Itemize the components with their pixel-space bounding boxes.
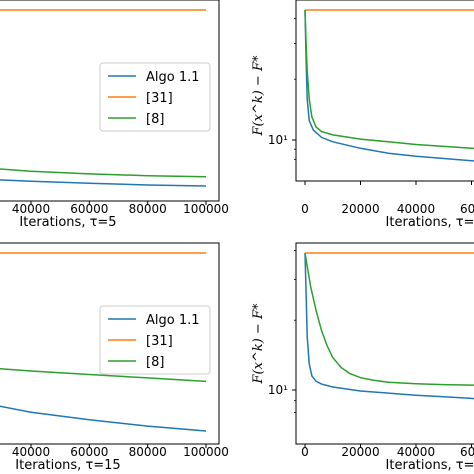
series-line-algo — [0, 179, 207, 187]
x-tick-label: 20000 — [341, 202, 379, 216]
y-tick-label: 10¹ — [268, 383, 288, 397]
legend-label: [8] — [146, 112, 164, 127]
x-axis-label: Iterations, τ= — [386, 215, 474, 230]
legend: Algo 1.1 [31] [8] — [99, 305, 211, 375]
y-axis-label: F(x^k) − F* — [251, 303, 266, 384]
series-line-ref8 — [0, 168, 207, 178]
axes-frame — [0, 242, 220, 445]
axes-frame — [0, 0, 220, 202]
x-tick-label: 100000 — [183, 202, 229, 216]
legend-box — [99, 305, 211, 375]
legend-label: [8] — [146, 355, 164, 370]
series-line-ref8 — [304, 9, 474, 150]
x-tick-label: 20000 — [341, 445, 379, 459]
x-tick-label: 600 — [460, 202, 474, 216]
x-axis-label: Iterations, τ=5 — [19, 215, 116, 230]
x-tick-label: 40000 — [12, 202, 50, 216]
x-tick-label: 600 — [460, 445, 474, 459]
y-tick-label: 10¹ — [268, 133, 288, 147]
legend-label: [31] — [146, 334, 173, 349]
chart-panel-bottom-left: 0400006000080000100000Iterations, τ=15Al… — [0, 242, 229, 473]
x-tick-label: 60000 — [70, 202, 108, 216]
legend-box — [99, 62, 211, 132]
x-axis-label: Iterations, τ=15 — [15, 458, 120, 473]
series-line-ref8 — [304, 252, 474, 386]
series-line-ref8 — [0, 368, 207, 383]
series-line-algo — [0, 405, 207, 432]
axes-frame — [295, 242, 474, 445]
x-tick-label: 40000 — [12, 445, 50, 459]
x-tick-label: 60000 — [70, 445, 108, 459]
x-tick-label: 80000 — [129, 202, 167, 216]
x-tick-label: 100000 — [183, 445, 229, 459]
x-tick-label: 80000 — [129, 445, 167, 459]
x-tick-label: 40000 — [397, 202, 435, 216]
chart-panel-top-left: 0400006000080000100000Iterations, τ=5Alg… — [0, 0, 229, 230]
series-line-algo — [304, 252, 474, 400]
x-axis-label: Iterations, τ= — [386, 458, 474, 473]
axes-frame — [295, 0, 474, 182]
legend: Algo 1.1 [31] [8] — [99, 62, 211, 132]
legend-label: Algo 1.1 — [146, 70, 200, 85]
legend-label: [31] — [146, 91, 173, 106]
x-tick-label: 40000 — [397, 445, 435, 459]
x-tick-label: 0 — [301, 202, 309, 216]
series-line-algo — [304, 9, 474, 162]
x-tick-label: 0 — [301, 445, 309, 459]
y-axis-label: F(x^k) − F* — [251, 55, 266, 136]
legend-label: Algo 1.1 — [146, 313, 200, 328]
